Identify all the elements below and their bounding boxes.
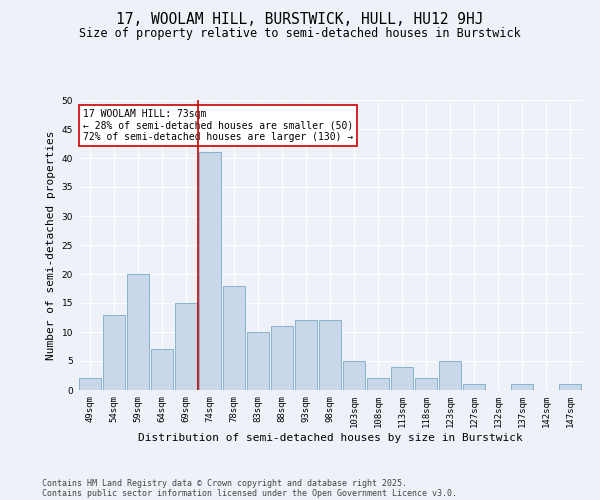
Bar — [439, 361, 461, 390]
Bar — [247, 332, 269, 390]
Bar — [295, 320, 317, 390]
Text: Contains HM Land Registry data © Crown copyright and database right 2025.: Contains HM Land Registry data © Crown c… — [42, 478, 407, 488]
Bar — [271, 326, 293, 390]
Bar — [415, 378, 437, 390]
Text: Size of property relative to semi-detached houses in Burstwick: Size of property relative to semi-detach… — [79, 28, 521, 40]
Bar — [391, 367, 413, 390]
Bar — [463, 384, 485, 390]
X-axis label: Distribution of semi-detached houses by size in Burstwick: Distribution of semi-detached houses by … — [137, 432, 523, 442]
Bar — [127, 274, 149, 390]
Bar — [223, 286, 245, 390]
Bar — [79, 378, 101, 390]
Bar — [559, 384, 581, 390]
Bar — [511, 384, 533, 390]
Text: Contains public sector information licensed under the Open Government Licence v3: Contains public sector information licen… — [42, 488, 457, 498]
Bar — [151, 350, 173, 390]
Bar — [319, 320, 341, 390]
Bar — [367, 378, 389, 390]
Text: 17, WOOLAM HILL, BURSTWICK, HULL, HU12 9HJ: 17, WOOLAM HILL, BURSTWICK, HULL, HU12 9… — [116, 12, 484, 28]
Y-axis label: Number of semi-detached properties: Number of semi-detached properties — [46, 130, 56, 360]
Text: 17 WOOLAM HILL: 73sqm
← 28% of semi-detached houses are smaller (50)
72% of semi: 17 WOOLAM HILL: 73sqm ← 28% of semi-deta… — [83, 108, 353, 142]
Bar — [103, 314, 125, 390]
Bar — [343, 361, 365, 390]
Bar — [199, 152, 221, 390]
Bar — [175, 303, 197, 390]
